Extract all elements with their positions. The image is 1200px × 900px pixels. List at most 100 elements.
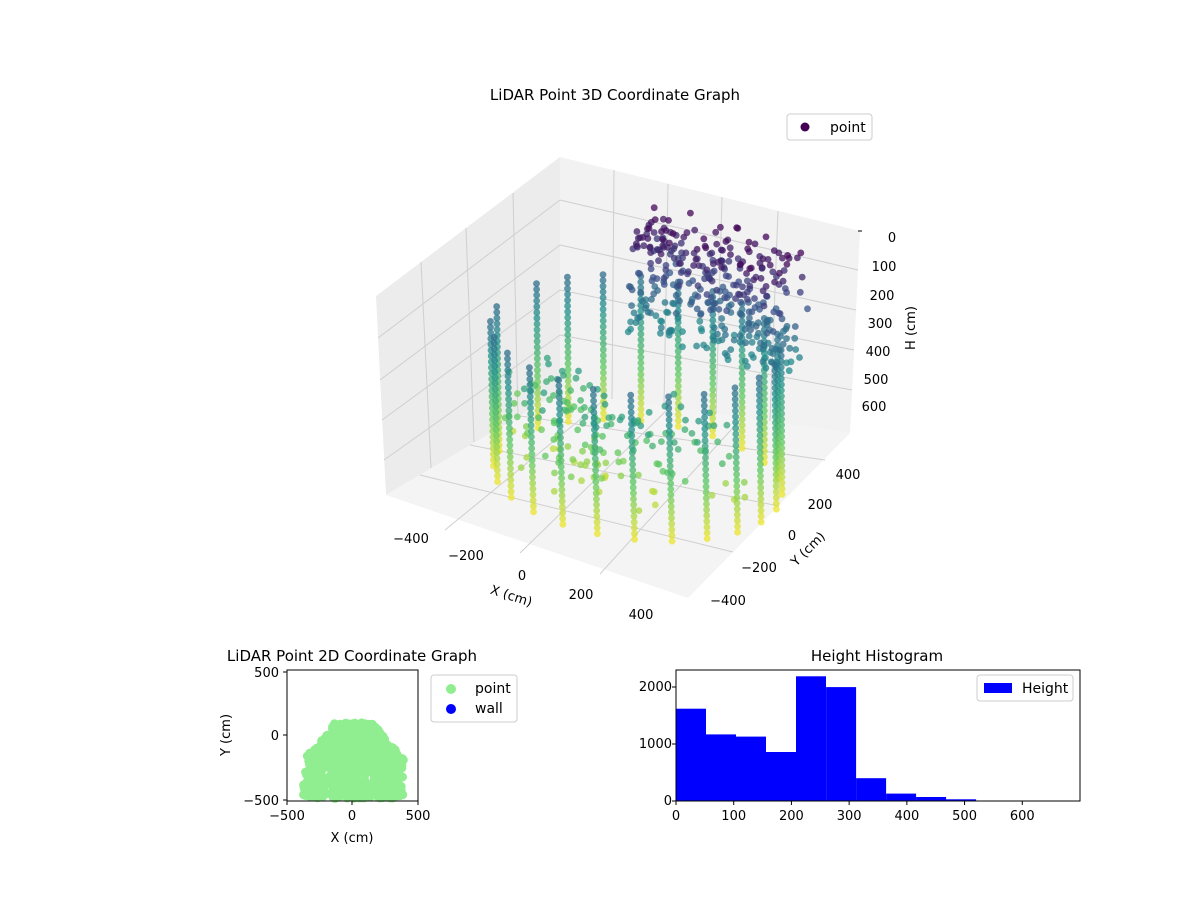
point-3d (736, 332, 744, 340)
point-3d (593, 495, 600, 503)
point-3d (637, 365, 645, 373)
point-3d (772, 430, 779, 438)
point-3d (506, 453, 514, 461)
point-3d (648, 295, 655, 303)
point-3d (645, 408, 653, 416)
point-3d (709, 316, 717, 324)
point-3d (733, 488, 741, 496)
histogram-bar (676, 708, 706, 801)
point-3d (636, 270, 643, 278)
point-3d (564, 366, 572, 373)
point-3d (528, 445, 536, 452)
point-3d (730, 336, 738, 344)
point-3d (650, 204, 658, 212)
point-3d (777, 358, 785, 365)
point-3d (680, 233, 688, 241)
z-axis-label: H (cm) (904, 306, 919, 350)
point-3d (772, 471, 780, 478)
point-3d (556, 428, 564, 436)
point-3d (593, 518, 601, 526)
point-3d (538, 426, 545, 434)
point-3d (675, 260, 683, 267)
axes-2d: −500 0 500 X (cm) 500 0 −500 Y (cm) (219, 666, 430, 846)
point-3d (526, 387, 534, 395)
point-2d (361, 765, 371, 775)
point-3d (672, 292, 680, 299)
point-3d (627, 391, 635, 399)
point-3d (652, 312, 660, 320)
histogram-bar (826, 687, 857, 801)
point-3d (505, 395, 512, 403)
point-3d (591, 455, 599, 463)
point-3d (759, 287, 767, 295)
point-3d (733, 494, 741, 501)
point-3d (591, 449, 599, 457)
point-3d (738, 415, 746, 423)
point-3d (774, 336, 781, 344)
point-3d (733, 465, 740, 472)
point-3d (599, 277, 607, 284)
point-3d (490, 333, 498, 341)
point-3d (771, 378, 779, 386)
point-3d (666, 451, 674, 458)
point-3d (757, 495, 765, 503)
point-3d (665, 422, 673, 429)
point-3d (617, 472, 625, 480)
point-3d (640, 242, 648, 250)
point-3d (709, 357, 717, 365)
point-3d (757, 275, 765, 282)
point-3d (507, 476, 515, 484)
point-3d (666, 428, 673, 435)
point-3d (533, 337, 541, 345)
point-3d (772, 494, 780, 502)
point-3d (751, 240, 759, 248)
point-3d (744, 296, 751, 303)
point-3d (700, 402, 708, 410)
point-3d (778, 467, 786, 475)
point-3d (629, 455, 636, 462)
hist-y-tick-1000: 1000 (639, 737, 672, 752)
point-3d (677, 239, 685, 247)
point-3d (667, 497, 675, 505)
point-3d (745, 238, 753, 246)
point-2d (388, 793, 398, 803)
point-3d (627, 318, 634, 326)
point-3d (590, 391, 597, 399)
point-3d (591, 437, 599, 445)
y-tick-m400: −400 (710, 594, 746, 609)
point-3d (615, 458, 623, 466)
point-3d (558, 469, 565, 476)
x-axis-label: X (cm) (488, 583, 534, 611)
x-tick-200: 200 (569, 588, 594, 603)
point-3d (629, 466, 637, 474)
point-3d (703, 266, 711, 274)
point-3d (533, 326, 541, 334)
point-3d (599, 340, 607, 348)
point-3d (653, 235, 661, 243)
point-3d (635, 471, 642, 479)
point-3d (757, 512, 765, 520)
y-tick-m200: −200 (741, 561, 777, 576)
point-3d (557, 440, 564, 447)
point-3d (748, 308, 756, 316)
point-3d (772, 500, 780, 507)
point-2d (360, 734, 369, 744)
legend-marker-point-2d (446, 684, 456, 694)
point-3d (674, 376, 682, 384)
point-3d (738, 346, 746, 354)
x2d-tick-500: 500 (406, 809, 431, 824)
point-3d (665, 404, 673, 412)
histogram-bars (676, 676, 977, 801)
point-3d (740, 478, 748, 486)
point-2d (395, 762, 405, 772)
point-3d (543, 354, 551, 362)
point-3d (533, 349, 541, 357)
point-3d (492, 426, 500, 433)
point-3d (734, 224, 742, 232)
point-3d (564, 337, 572, 344)
point-3d (778, 444, 786, 452)
point-3d (637, 382, 645, 390)
point-3d (658, 438, 665, 445)
point-3d (672, 310, 680, 317)
point-3d (703, 523, 711, 531)
